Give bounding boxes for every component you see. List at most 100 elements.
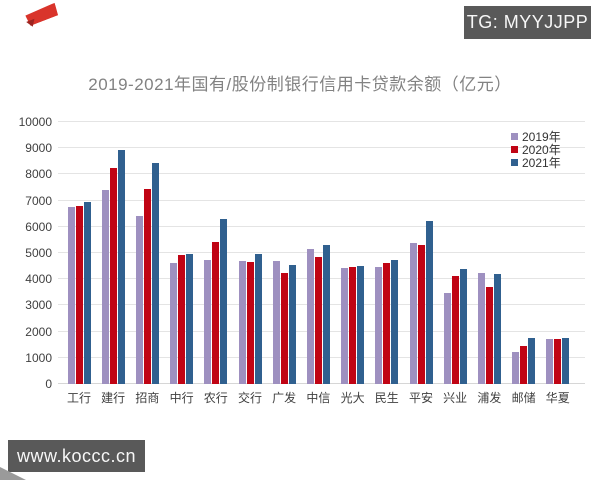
- x-axis-tick-label: 交行: [237, 391, 262, 405]
- gridline: [58, 147, 585, 149]
- bar-工行-2021年: [83, 201, 91, 384]
- y-axis-tick-label: 7000: [25, 193, 52, 208]
- bar-交行-2021年: [254, 254, 262, 384]
- bar-group-浦发: [477, 272, 501, 384]
- bar-兴业-2020年: [451, 276, 459, 384]
- bar-中信-2020年: [314, 256, 322, 384]
- bar-group-光大: [341, 266, 365, 384]
- x-axis-tick-label: 华夏: [545, 391, 570, 405]
- bar-浦发-2020年: [485, 286, 493, 384]
- x-axis-tick-label: 广发: [272, 391, 297, 405]
- bar-group-建行: [101, 149, 125, 384]
- bar-group-华夏: [546, 338, 570, 384]
- bar-group-邮储: [512, 337, 536, 384]
- y-axis-tick-label: 3000: [25, 298, 52, 313]
- bar-group-中行: [170, 253, 194, 384]
- legend-label: 2019年: [522, 130, 561, 144]
- y-axis-tick-label: 8000: [25, 167, 52, 182]
- bar-平安-2020年: [417, 245, 425, 384]
- bar-浦发-2021年: [493, 274, 501, 384]
- bar-建行-2020年: [109, 167, 117, 384]
- x-axis-tick-label: 工行: [66, 391, 91, 405]
- bar-招商-2020年: [143, 188, 151, 384]
- bar-农行-2021年: [220, 219, 228, 384]
- legend-label: 2020年: [522, 143, 561, 157]
- bar-建行-2021年: [117, 149, 125, 384]
- bar-光大-2021年: [357, 266, 365, 384]
- x-axis-tick-label: 平安: [408, 391, 433, 405]
- x-axis-tick-label: 民生: [374, 391, 399, 405]
- bar-民生-2020年: [383, 262, 391, 384]
- y-axis-tick-label: 6000: [25, 219, 52, 234]
- bar-邮储-2020年: [520, 346, 528, 384]
- x-axis-tick-label: 农行: [203, 391, 228, 405]
- x-axis-tick-label: 邮储: [511, 391, 536, 405]
- bar-邮储-2019年: [512, 351, 520, 384]
- gridline: [58, 252, 585, 253]
- bar-农行-2019年: [204, 259, 212, 384]
- website-badge: www.koccc.cn: [8, 440, 145, 472]
- bar-平安-2021年: [425, 221, 433, 384]
- bar-group-农行: [204, 219, 228, 384]
- bar-group-民生: [375, 259, 399, 384]
- legend-item-2020年: 2020年: [511, 143, 561, 157]
- bar-group-中信: [306, 245, 330, 384]
- bar-平安-2019年: [409, 242, 417, 384]
- tg-contact-text: TG: MYYJJPP: [466, 12, 589, 32]
- x-axis-tick-label: 兴业: [443, 391, 468, 405]
- website-text: www.koccc.cn: [16, 445, 137, 466]
- x-axis-tick-label: 光大: [340, 391, 365, 405]
- tg-contact-badge: TG: MYYJJPP: [464, 6, 591, 39]
- bar-工行-2020年: [75, 205, 83, 384]
- y-axis-tick-label: 9000: [25, 141, 52, 156]
- legend-swatch-icon: [511, 146, 518, 153]
- bar-中信-2021年: [322, 245, 330, 384]
- bar-华夏-2019年: [546, 339, 554, 384]
- bar-交行-2020年: [246, 262, 254, 384]
- bar-中信-2019年: [306, 249, 314, 384]
- gridline: [58, 173, 585, 175]
- y-axis-tick-label: 2000: [25, 324, 52, 339]
- bar-兴业-2019年: [443, 292, 451, 384]
- gridline: [58, 121, 585, 122]
- bar-招商-2021年: [151, 162, 159, 384]
- bar-广发-2020年: [280, 273, 288, 384]
- gridline: [58, 225, 585, 227]
- bar-光大-2020年: [349, 267, 357, 384]
- bar-group-工行: [67, 201, 91, 384]
- bar-group-兴业: [443, 269, 467, 384]
- bar-民生-2019年: [375, 267, 383, 384]
- bar-chart-plot-area: [58, 121, 585, 384]
- bar-group-招商: [135, 162, 159, 384]
- legend-label: 2021年: [522, 156, 561, 170]
- bar-中行-2021年: [186, 253, 194, 384]
- bar-工行-2019年: [67, 206, 75, 384]
- y-axis-tick-label: 10000: [18, 115, 52, 129]
- bar-华夏-2020年: [554, 338, 562, 384]
- x-axis-tick-label: 招商: [135, 391, 160, 405]
- legend-item-2021年: 2021年: [511, 156, 561, 170]
- gridline: [58, 199, 585, 201]
- bar-group-平安: [409, 221, 433, 384]
- x-axis-tick-label: 中信: [306, 391, 331, 405]
- legend-swatch-icon: [511, 159, 518, 166]
- bar-group-广发: [272, 261, 296, 384]
- y-axis-tick-label: 0: [45, 377, 52, 391]
- bar-招商-2019年: [135, 215, 143, 384]
- bar-兴业-2021年: [459, 269, 467, 384]
- bar-浦发-2019年: [477, 272, 485, 384]
- bar-中行-2020年: [178, 255, 186, 384]
- bar-中行-2019年: [170, 262, 178, 384]
- bar-group-交行: [238, 254, 262, 384]
- x-axis-tick-label: 建行: [101, 391, 126, 405]
- bar-广发-2021年: [288, 264, 296, 384]
- bar-光大-2019年: [341, 267, 349, 384]
- bar-广发-2019年: [272, 261, 280, 384]
- y-axis-tick-label: 4000: [25, 272, 52, 287]
- bar-建行-2019年: [101, 189, 109, 384]
- bar-民生-2021年: [391, 259, 399, 384]
- chart-title: 2019-2021年国有/股份制银行信用卡贷款余额（亿元）: [88, 75, 512, 94]
- bar-华夏-2021年: [562, 338, 570, 384]
- bar-农行-2020年: [212, 242, 220, 384]
